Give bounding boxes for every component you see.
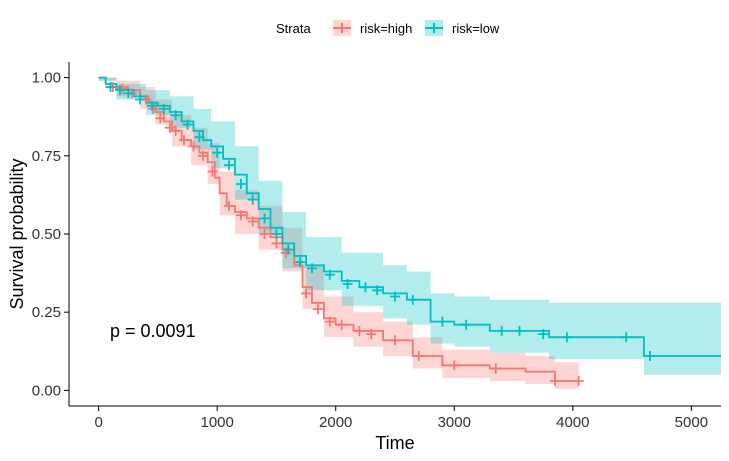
confidence-band-high bbox=[98, 77, 579, 389]
censor-mark-high bbox=[550, 376, 560, 386]
legend-label-low: risk=low bbox=[452, 21, 500, 36]
confidence-bands bbox=[98, 77, 722, 389]
legend-label-high: risk=high bbox=[360, 21, 412, 36]
censor-mark-low bbox=[324, 269, 335, 280]
x-tick-label: 4000 bbox=[556, 414, 589, 431]
censor-mark-low bbox=[235, 179, 246, 189]
censor-mark-high bbox=[336, 319, 347, 330]
censor-mark-high bbox=[188, 141, 199, 152]
x-ticks: 0 1000 2000 3000 4000 5000 bbox=[94, 406, 708, 431]
censor-mark-low bbox=[147, 100, 157, 111]
censor-mark-low bbox=[135, 94, 146, 105]
censor-mark-low bbox=[307, 263, 317, 274]
censor-mark-low bbox=[390, 291, 400, 302]
censor-mark-high bbox=[354, 325, 365, 336]
censor-mark-low bbox=[496, 325, 507, 336]
censor-mark-high bbox=[312, 304, 323, 315]
legend: Strata risk=high risk=low bbox=[276, 20, 500, 36]
x-tick-label: 0 bbox=[94, 414, 102, 431]
censor-mark-high bbox=[259, 229, 270, 239]
x-axis-title: Time bbox=[375, 433, 414, 453]
censor-mark-high bbox=[490, 363, 501, 374]
censor-mark-high bbox=[324, 316, 335, 327]
censor-mark-low bbox=[182, 119, 193, 130]
censor-mark-high bbox=[449, 360, 460, 371]
censor-mark-high bbox=[573, 376, 584, 386]
p-value-annotation: p = 0.0091 bbox=[110, 321, 196, 341]
y-tick-label: 1.00 bbox=[32, 70, 61, 87]
censor-mark-high bbox=[117, 83, 128, 94]
censor-mark-high bbox=[170, 125, 181, 136]
censor-mark-low bbox=[170, 110, 181, 121]
y-tick-label: 0.75 bbox=[32, 148, 61, 165]
x-tick-label: 5000 bbox=[675, 414, 708, 431]
censor-mark-low bbox=[247, 194, 258, 205]
censor-mark-high bbox=[301, 288, 312, 299]
censor-mark-high bbox=[271, 238, 282, 249]
legend-entry-low: risk=low bbox=[425, 20, 500, 36]
censor-mark-low bbox=[123, 88, 134, 99]
censor-mark-high bbox=[224, 200, 234, 211]
censor-mark-high bbox=[247, 216, 258, 227]
confidence-band-low bbox=[98, 77, 722, 375]
x-tick-label: 1000 bbox=[200, 414, 233, 431]
censor-mark-low bbox=[283, 244, 294, 255]
censor-mark-high bbox=[155, 113, 166, 124]
censor-mark-low bbox=[538, 329, 549, 340]
censor-mark-low bbox=[621, 332, 632, 343]
censor-mark-high bbox=[366, 329, 377, 340]
survival-curve-low bbox=[98, 76, 721, 357]
censor-mark-low bbox=[514, 325, 525, 336]
y-ticks: 0.00 0.25 0.50 0.75 1.00 bbox=[32, 70, 69, 399]
censor-mark-low bbox=[461, 319, 472, 330]
censor-mark-low bbox=[295, 257, 306, 268]
censor-mark-low bbox=[224, 160, 234, 171]
censor-mark-low bbox=[342, 279, 353, 289]
x-tick-label: 2000 bbox=[319, 414, 352, 431]
censor-mark-low bbox=[360, 282, 371, 293]
censor-mark-low bbox=[259, 213, 270, 224]
censor-mark-low bbox=[212, 147, 223, 158]
legend-entry-high: risk=high bbox=[333, 20, 412, 36]
y-tick-label: 0.25 bbox=[32, 304, 61, 321]
censor-mark-high bbox=[179, 135, 189, 146]
censor-mark-low bbox=[271, 229, 282, 239]
censor-mark-high bbox=[413, 351, 424, 361]
censor-mark-high bbox=[390, 335, 400, 346]
x-tick-label: 3000 bbox=[438, 414, 471, 431]
legend-key-high-cross bbox=[337, 23, 347, 33]
censor-mark-low bbox=[115, 85, 125, 96]
y-tick-label: 0.00 bbox=[32, 382, 61, 399]
censor-mark-low bbox=[407, 294, 418, 305]
censor-marks bbox=[105, 82, 655, 386]
censor-mark-high bbox=[198, 150, 208, 161]
censor-mark-low bbox=[372, 285, 383, 296]
censor-mark-low bbox=[437, 316, 448, 327]
censor-mark-low bbox=[194, 132, 205, 143]
censor-mark-low bbox=[105, 82, 116, 92]
censor-mark-high bbox=[164, 122, 175, 133]
censor-mark-high bbox=[235, 210, 246, 221]
censor-mark-low bbox=[158, 103, 169, 114]
legend-key-low-cross bbox=[429, 23, 439, 33]
y-axis-title: Survival probability bbox=[7, 158, 27, 309]
censor-mark-low bbox=[644, 351, 655, 361]
censor-mark-low bbox=[561, 332, 572, 343]
legend-title: Strata bbox=[276, 21, 311, 36]
censor-mark-high bbox=[207, 166, 218, 177]
y-tick-label: 0.50 bbox=[32, 226, 61, 243]
